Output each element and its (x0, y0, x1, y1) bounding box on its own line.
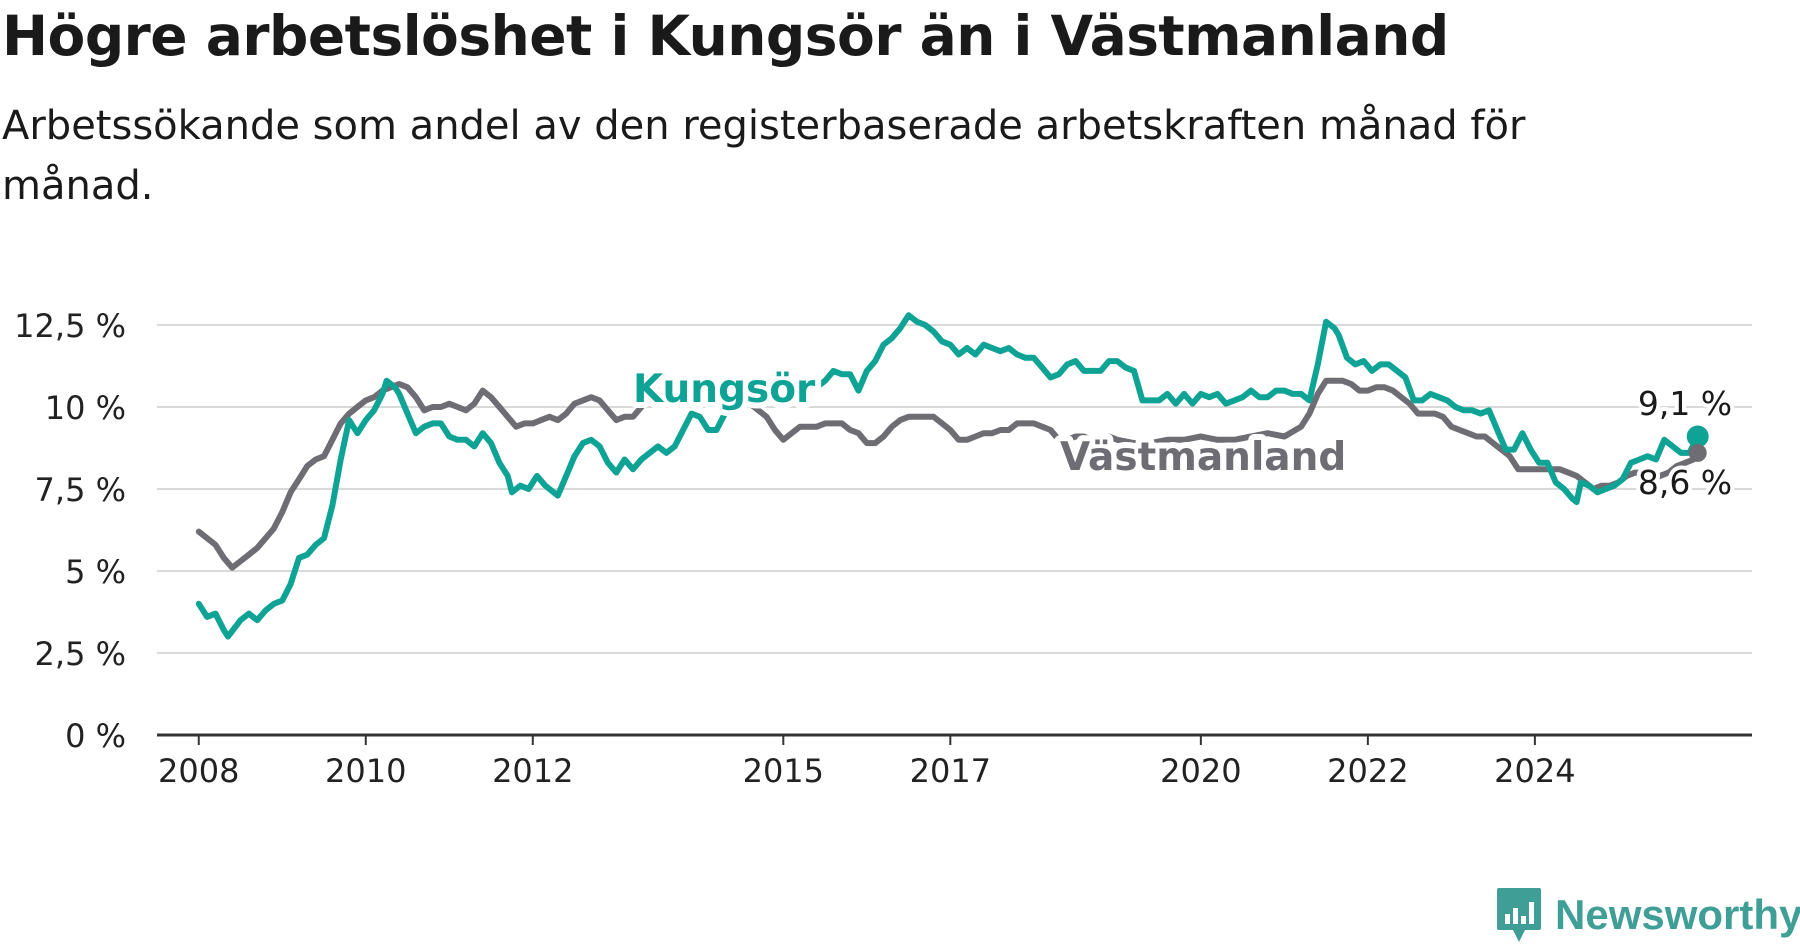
x-tick-label: 2022 (1327, 752, 1408, 790)
chart-title: Högre arbetslöshet i Kungsör än i Västma… (2, 4, 1449, 68)
x-tick-label: 2020 (1160, 752, 1241, 790)
x-tick-label: 2008 (158, 752, 239, 790)
x-tick-label: 2015 (743, 752, 824, 790)
gridlines (157, 324, 1752, 737)
x-tick-label: 2012 (492, 752, 573, 790)
y-tick-label: 0 % (65, 717, 126, 755)
x-tick-label: 2024 (1494, 752, 1575, 790)
end-label-vastmanland: 8,6 % (1638, 463, 1732, 502)
y-tick-label: 5 % (65, 553, 126, 591)
series-lines (195, 312, 1709, 640)
y-tick-label: 2,5 % (35, 635, 126, 673)
newsworthy-logo[interactable]: Newsworthy (1495, 885, 1800, 945)
brand-name: Newsworthy (1555, 891, 1800, 938)
y-tick-label: 7,5 % (35, 471, 126, 509)
x-axis-ticks: 2008 2010 2012 2015 2017 2020 2022 2024 (158, 735, 1576, 790)
series-labels: Kungsör Västmanland 9,1 % 8,6 % (627, 361, 1736, 506)
series-name-vastmanland: Västmanland (1060, 435, 1346, 480)
end-label-kungsor: 9,1 % (1638, 384, 1732, 423)
series-name-kungsor: Kungsör (633, 367, 816, 412)
series-line-vastmanland (195, 377, 1701, 571)
end-point-kungsor (1686, 425, 1709, 448)
x-tick-label: 2017 (910, 752, 991, 790)
x-tick-label: 2010 (325, 752, 406, 790)
end-point-vastmanland (1688, 443, 1707, 462)
newsworthy-logo-icon (1497, 888, 1541, 942)
y-axis-ticks: 0 % 2,5 % 5 % 7,5 % 10 % 12,5 % (14, 307, 126, 755)
y-tick-label: 12,5 % (14, 307, 126, 345)
chart-subtitle: Arbetssökande som andel av den registerb… (2, 103, 1526, 209)
series-line-kungsor (195, 312, 1701, 640)
y-tick-label: 10 % (45, 389, 126, 427)
